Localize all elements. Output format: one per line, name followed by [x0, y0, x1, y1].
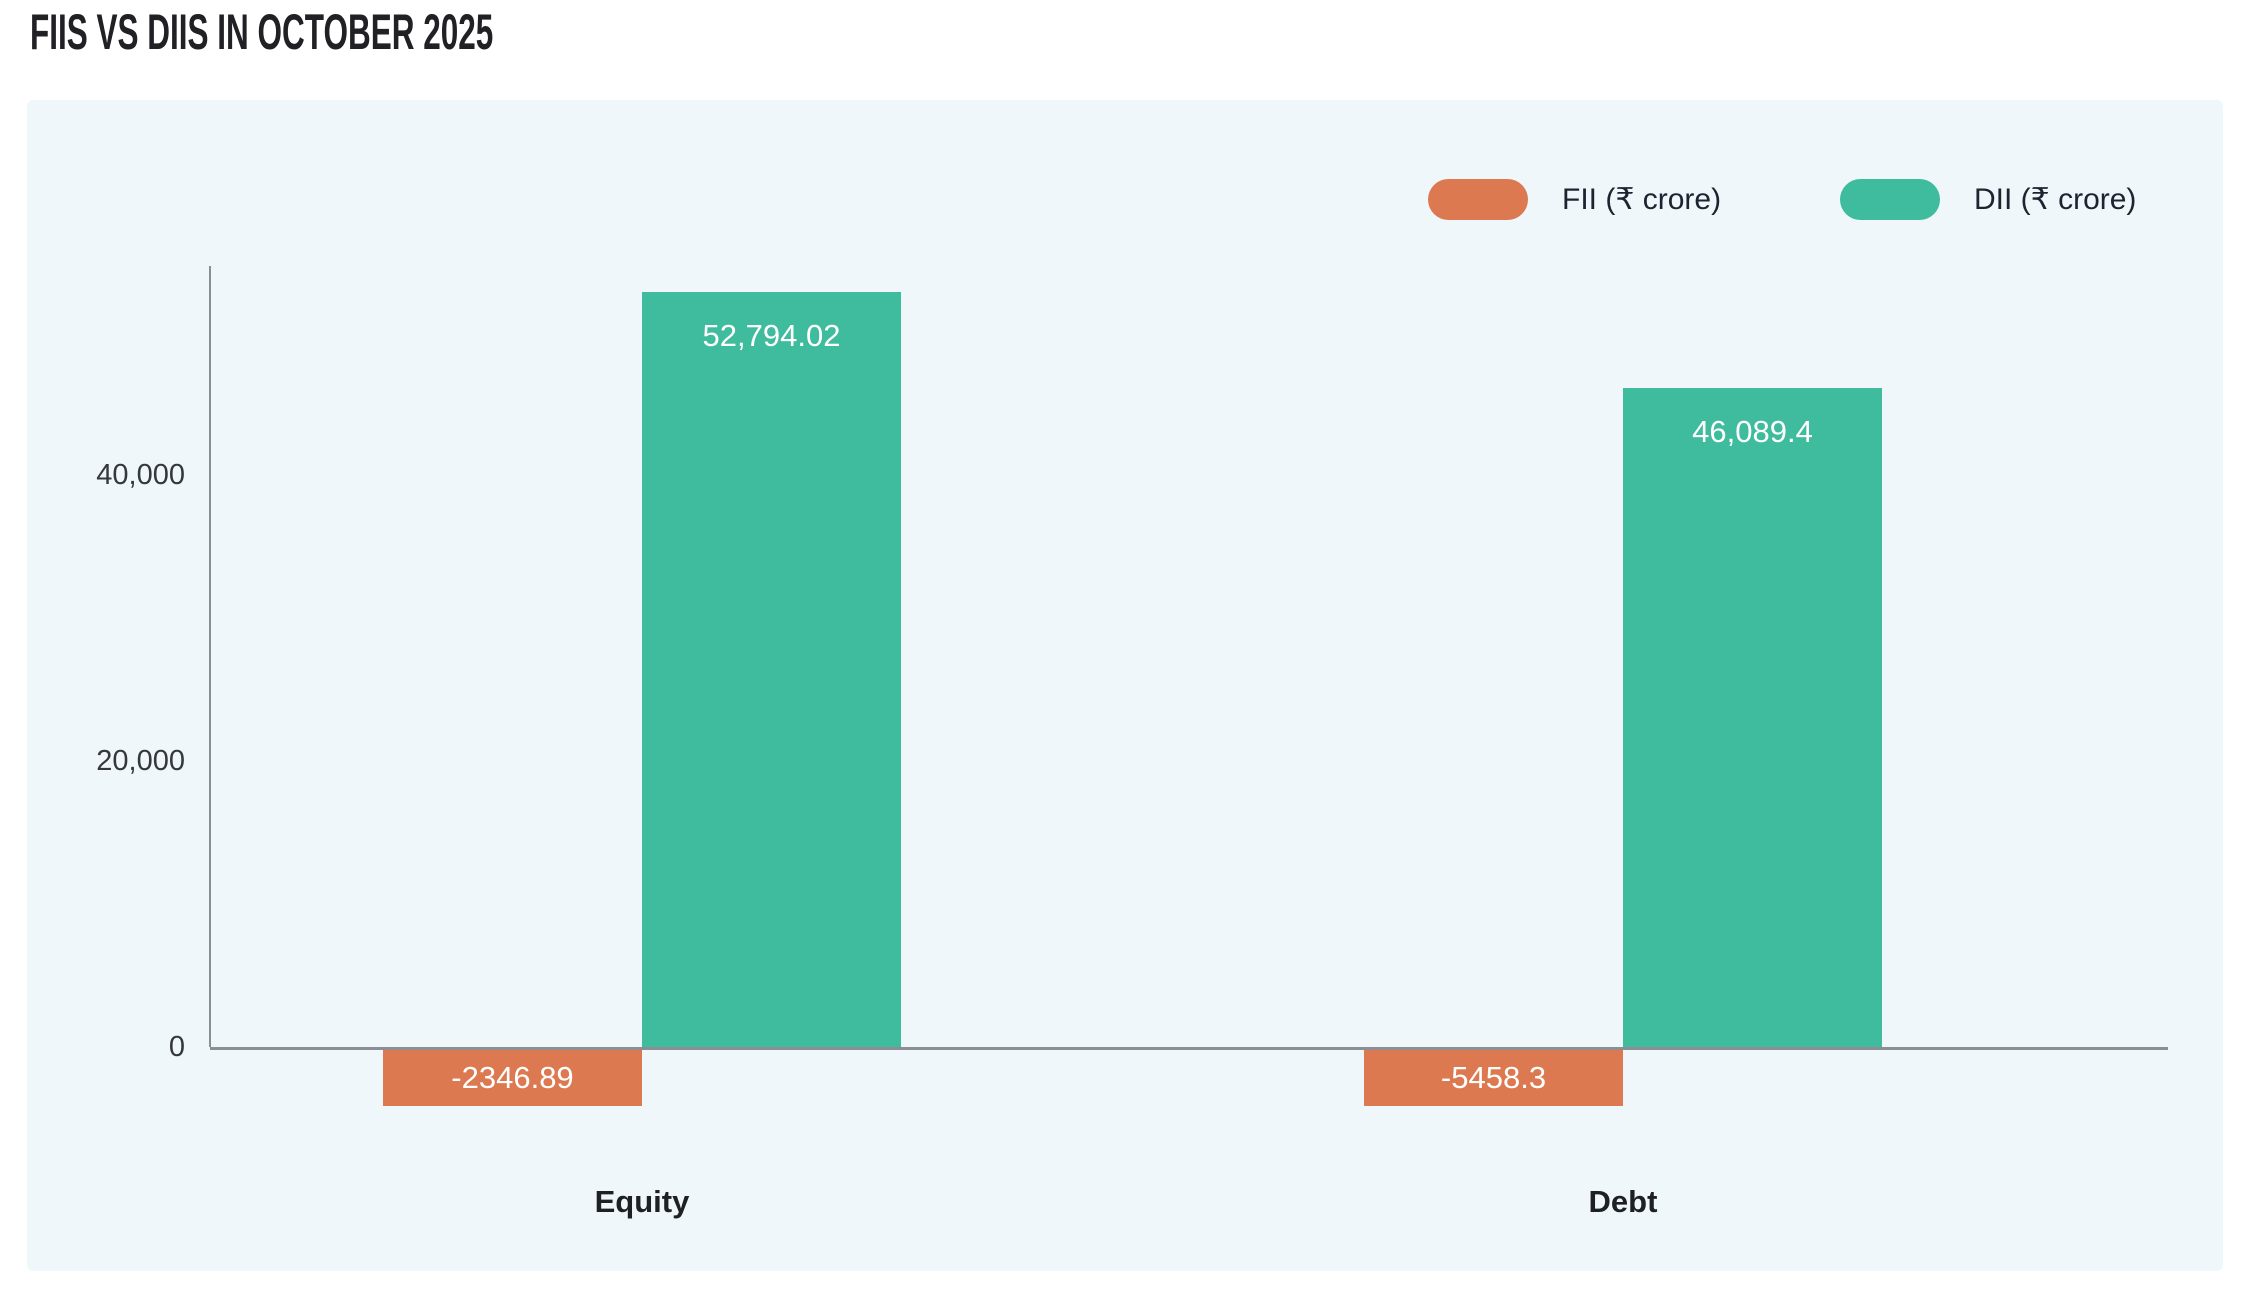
bar-equity-dii[interactable]: 52,794.02 [642, 292, 901, 1047]
bar-debt-dii[interactable]: 46,089.4 [1623, 388, 1882, 1047]
fii-legend-label: FII (₹ crore) [1562, 183, 1722, 216]
bar-value-label: 46,089.4 [1692, 414, 1813, 449]
category-label-equity: Equity [594, 1184, 690, 1219]
bar-value-label: 52,794.02 [702, 318, 841, 353]
legend-item-dii[interactable]: DII (₹ crore) [1840, 179, 2136, 220]
chart-title: FIIS VS DIIS IN OCTOBER 2025 [30, 4, 494, 60]
bar-debt-fii[interactable]: -5458.3 [1364, 1050, 1623, 1106]
category-label-debt: Debt [1588, 1184, 1658, 1219]
chart-panel: FII (₹ crore) DII (₹ crore) -2346.89 52,7… [27, 100, 2223, 1271]
bar-value-label: -2346.89 [451, 1060, 574, 1095]
fii-legend-swatch [1428, 179, 1528, 220]
legend-item-fii[interactable]: FII (₹ crore) [1428, 179, 1721, 220]
bar-equity-fii[interactable]: -2346.89 [383, 1050, 642, 1106]
dii-legend-label: DII (₹ crore) [1974, 183, 2137, 216]
dii-legend-swatch [1840, 179, 1940, 220]
y-axis-line [209, 266, 211, 1047]
x-axis-line [210, 1047, 2168, 1050]
y-tick-label: 40,000 [96, 459, 185, 491]
y-tick-label: 0 [168, 1031, 185, 1063]
y-tick-label: 20,000 [96, 745, 185, 777]
bar-value-label: -5458.3 [1440, 1060, 1547, 1095]
